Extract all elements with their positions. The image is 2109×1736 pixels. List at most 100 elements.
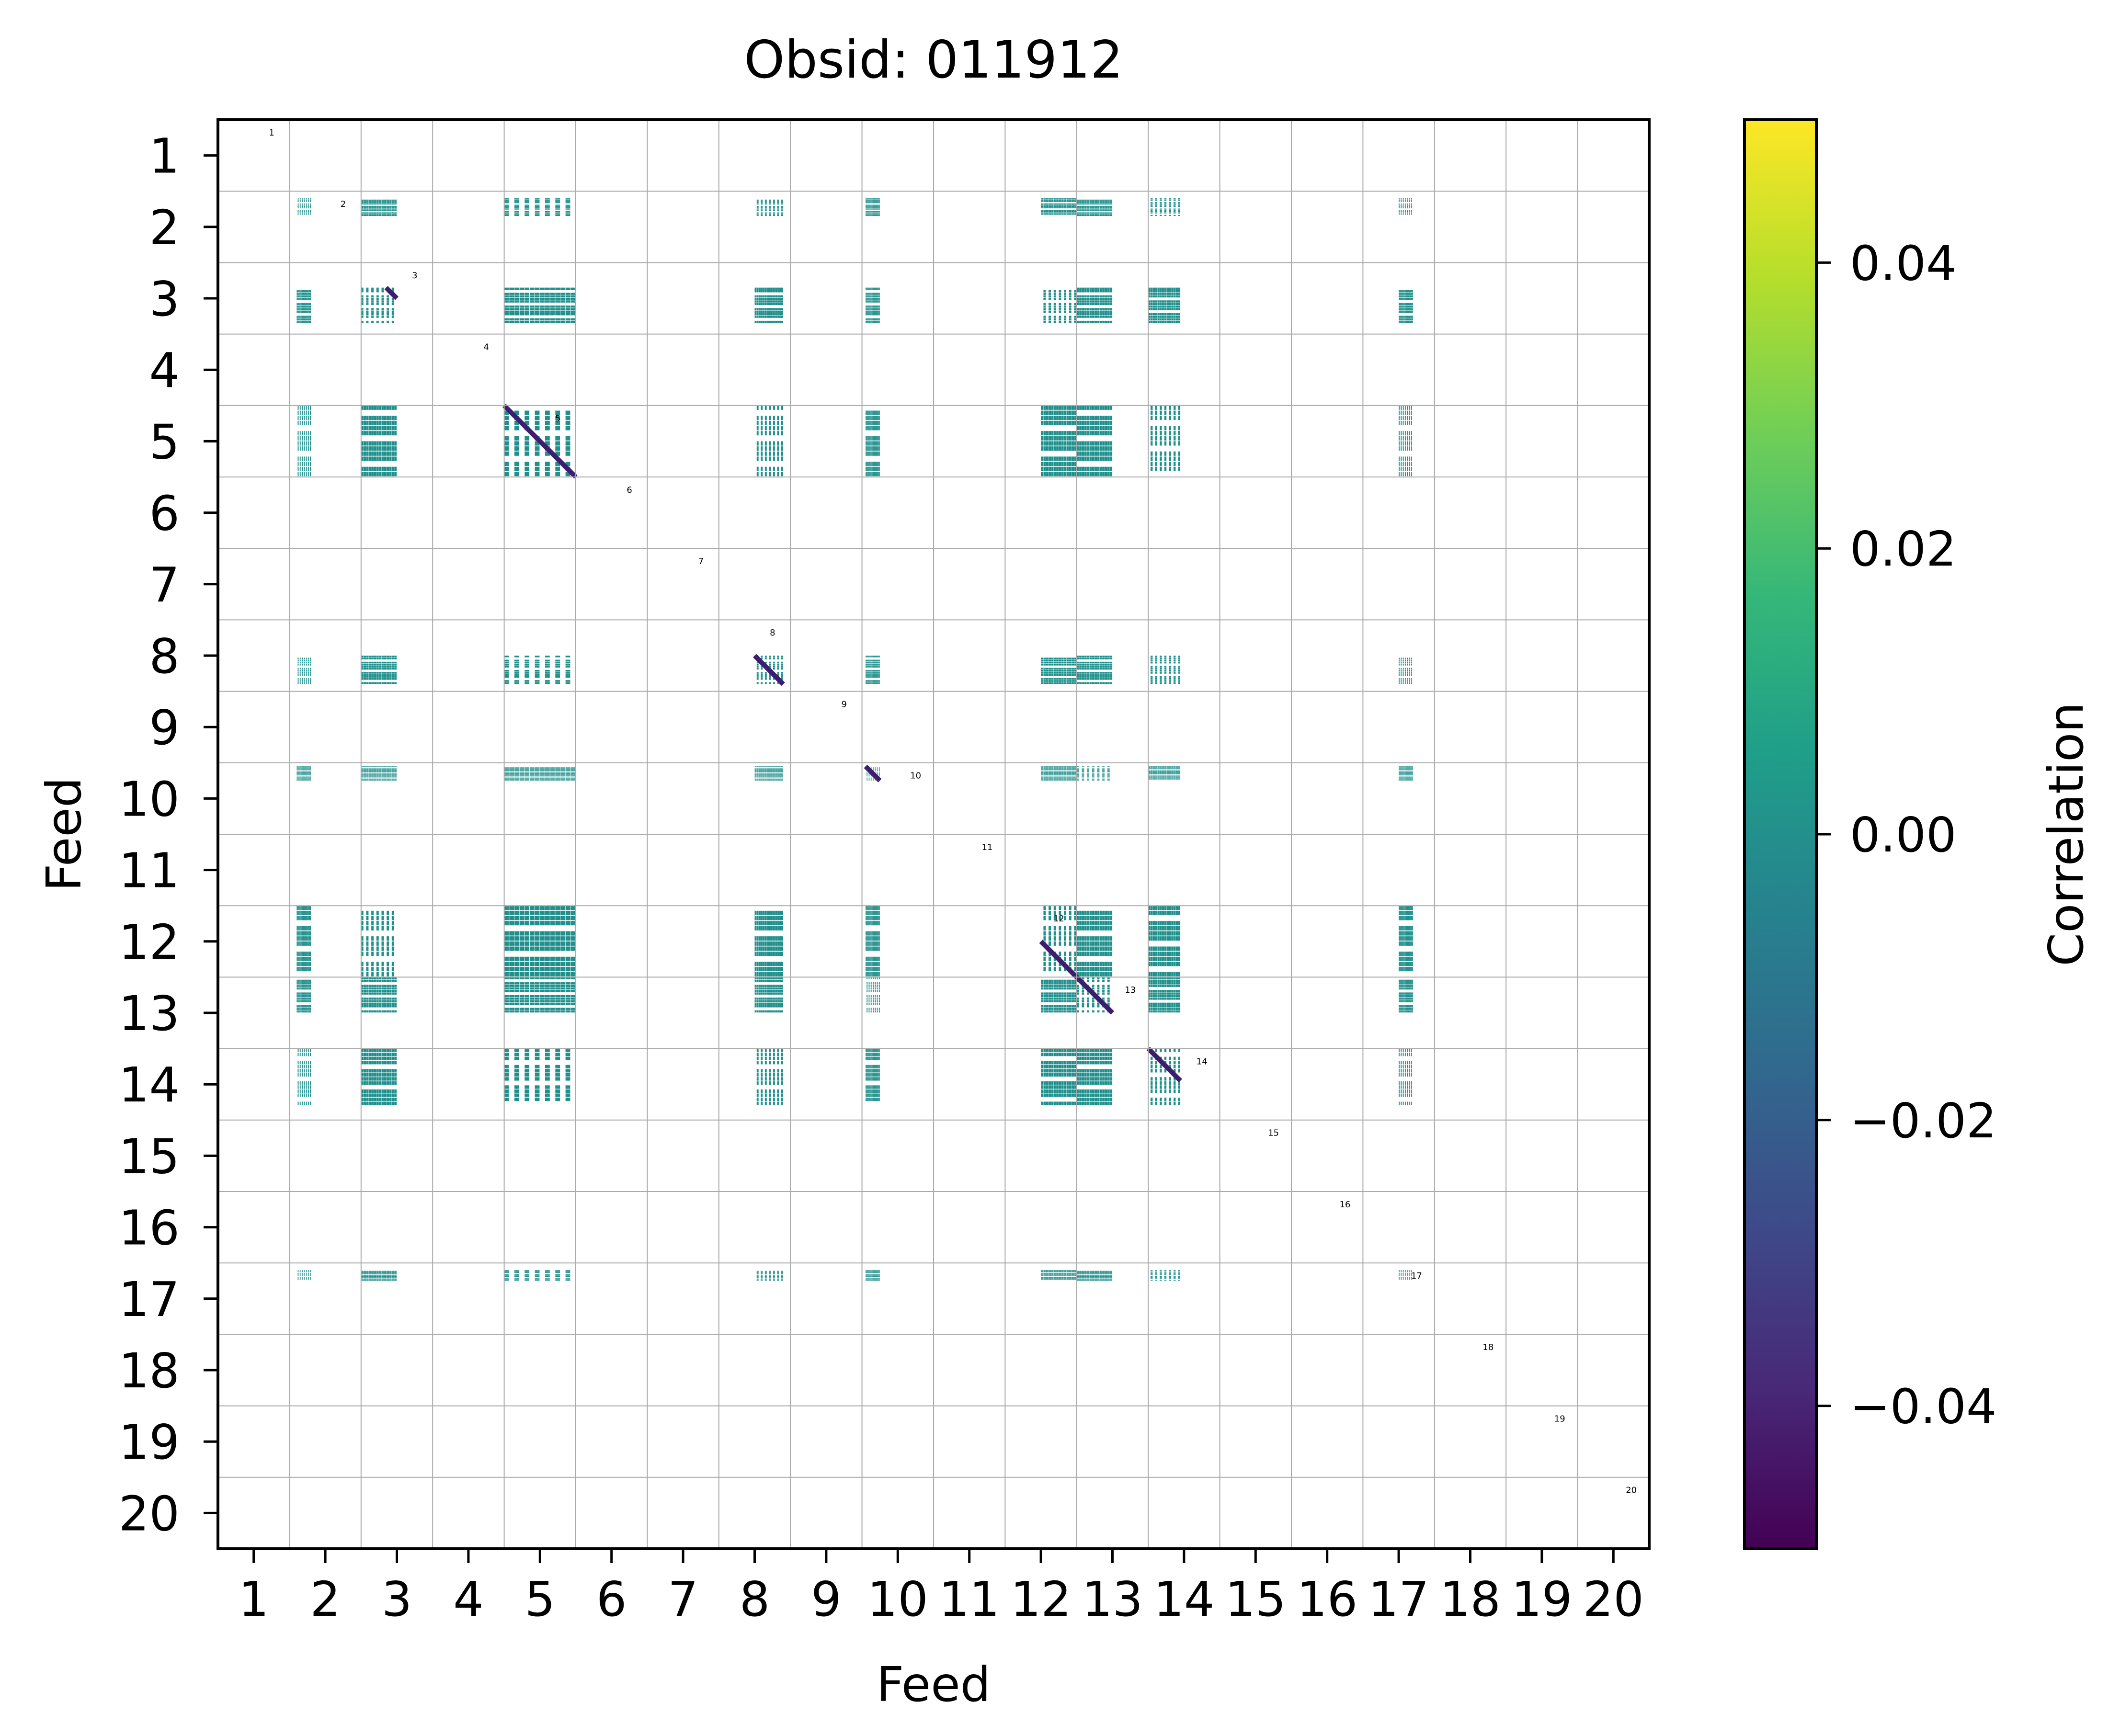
heatmap-cell bbox=[1107, 674, 1110, 676]
heatmap-cell bbox=[514, 768, 519, 770]
heatmap-cell bbox=[1043, 207, 1046, 209]
heatmap-cell bbox=[303, 316, 304, 318]
heatmap-cell bbox=[361, 405, 364, 410]
cell-block-8-10 bbox=[866, 656, 880, 684]
heatmap-cell bbox=[1399, 658, 1400, 659]
heatmap-cell bbox=[1074, 214, 1077, 215]
heatmap-cell bbox=[756, 420, 759, 425]
heatmap-cell bbox=[379, 431, 382, 436]
heatmap-cell bbox=[1411, 669, 1412, 672]
heatmap-cell bbox=[775, 295, 777, 298]
heatmap-cell bbox=[1092, 320, 1094, 323]
heatmap-cell bbox=[869, 287, 871, 290]
heatmap-cell bbox=[1094, 308, 1097, 310]
heatmap-cell bbox=[764, 678, 767, 680]
heatmap-cell bbox=[873, 466, 874, 471]
heatmap-cell bbox=[1069, 472, 1072, 477]
heatmap-cell bbox=[545, 420, 550, 425]
heatmap-cell bbox=[364, 472, 366, 477]
heatmap-cell bbox=[767, 297, 769, 300]
heatmap-cell bbox=[1076, 207, 1079, 209]
heatmap-cell bbox=[310, 772, 311, 773]
heatmap-cell bbox=[304, 682, 305, 684]
heatmap-cell bbox=[763, 287, 765, 290]
heatmap-cell bbox=[870, 659, 872, 662]
heatmap-cell bbox=[297, 290, 299, 293]
heatmap-cell bbox=[871, 199, 873, 201]
heatmap-cell bbox=[868, 436, 870, 441]
heatmap-cell bbox=[504, 666, 509, 668]
heatmap-cell bbox=[308, 779, 309, 781]
heatmap-cell bbox=[874, 297, 875, 300]
heatmap-cell bbox=[878, 208, 879, 210]
heatmap-cell bbox=[302, 778, 303, 780]
heatmap-cell bbox=[875, 204, 876, 206]
heatmap-cell bbox=[374, 770, 376, 772]
heatmap-cell bbox=[391, 664, 394, 666]
heatmap-cell bbox=[394, 426, 397, 431]
heatmap-cell bbox=[1151, 320, 1153, 323]
heatmap-cell bbox=[371, 290, 374, 293]
heatmap-cell bbox=[871, 310, 873, 313]
heatmap-cell bbox=[565, 779, 570, 781]
heatmap-cell bbox=[310, 210, 311, 211]
heatmap-cell bbox=[366, 682, 369, 684]
heatmap-cell bbox=[1160, 462, 1162, 466]
heatmap-cell bbox=[1404, 207, 1406, 209]
heatmap-cell bbox=[771, 776, 773, 778]
heatmap-cell bbox=[371, 295, 374, 298]
heatmap-cell bbox=[759, 290, 761, 293]
heatmap-cell bbox=[1162, 318, 1164, 321]
heatmap-cell bbox=[371, 199, 374, 201]
heatmap-cell bbox=[1152, 308, 1155, 310]
heatmap-cell bbox=[1043, 410, 1046, 415]
heatmap-cell bbox=[364, 768, 366, 770]
heatmap-cell bbox=[868, 410, 870, 415]
heatmap-cell bbox=[391, 446, 394, 451]
heatmap-cell bbox=[1174, 303, 1176, 306]
heatmap-cell bbox=[394, 202, 397, 204]
heatmap-cell bbox=[876, 287, 877, 290]
heatmap-cell bbox=[1051, 674, 1054, 676]
heatmap-cell bbox=[1169, 672, 1171, 674]
heatmap-cell bbox=[300, 310, 302, 313]
heatmap-cell bbox=[535, 207, 540, 209]
heatmap-cell bbox=[529, 773, 535, 774]
heatmap-cell bbox=[371, 774, 374, 776]
heatmap-cell bbox=[364, 778, 366, 780]
heatmap-cell bbox=[306, 774, 307, 776]
heatmap-cell bbox=[1105, 456, 1107, 461]
heatmap-cell bbox=[299, 431, 301, 436]
heatmap-cell bbox=[1401, 290, 1402, 293]
heatmap-cell bbox=[1110, 290, 1113, 293]
heatmap-cell bbox=[1174, 202, 1176, 204]
heatmap-cell bbox=[761, 210, 763, 211]
heatmap-cell bbox=[374, 768, 376, 770]
heatmap-cell bbox=[306, 416, 307, 420]
heatmap-cell bbox=[870, 446, 872, 451]
heatmap-cell bbox=[371, 768, 374, 770]
heatmap-cell bbox=[1074, 303, 1077, 306]
heatmap-cell bbox=[1049, 456, 1051, 461]
heatmap-cell bbox=[1401, 198, 1402, 200]
heatmap-cell bbox=[381, 676, 384, 678]
heatmap-cell bbox=[366, 420, 369, 425]
heatmap-cell bbox=[1064, 661, 1067, 664]
heatmap-cell bbox=[870, 206, 872, 207]
heatmap-cell bbox=[300, 777, 302, 779]
heatmap-cell bbox=[308, 308, 310, 310]
cell-block-5-2 bbox=[297, 405, 311, 477]
heatmap-cell bbox=[878, 202, 879, 204]
heatmap-cell bbox=[310, 446, 311, 451]
heatmap-cell bbox=[1061, 207, 1064, 209]
heatmap-cell bbox=[1411, 659, 1412, 662]
heatmap-cell bbox=[1406, 318, 1407, 321]
heatmap-cell bbox=[1166, 320, 1169, 323]
heatmap-cell bbox=[878, 682, 880, 684]
heatmap-cell bbox=[514, 778, 519, 780]
heatmap-cell bbox=[555, 466, 560, 471]
heatmap-cell bbox=[304, 659, 305, 662]
heatmap-cell bbox=[1401, 308, 1402, 310]
heatmap-cell bbox=[1407, 678, 1408, 680]
heatmap-cell bbox=[1402, 669, 1404, 672]
